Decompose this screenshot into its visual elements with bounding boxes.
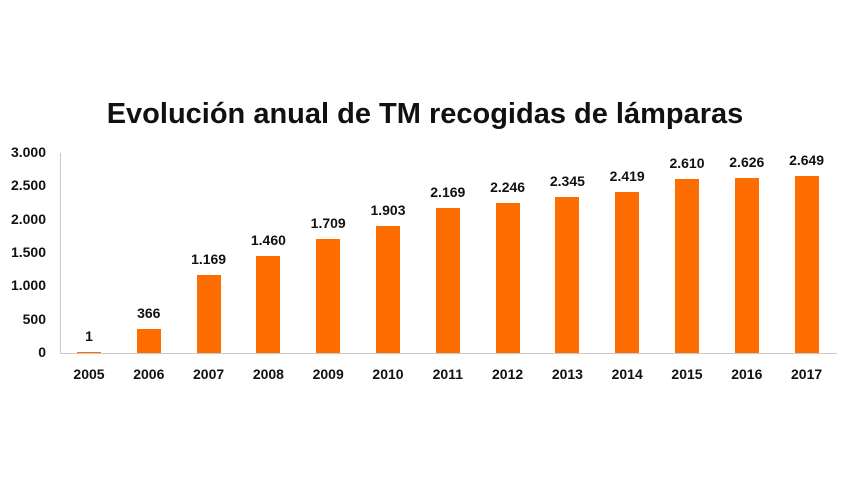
y-tick-label: 2.500 — [10, 177, 46, 194]
x-tick-label: 2008 — [252, 366, 284, 382]
y-tick-label: 1.000 — [10, 277, 46, 294]
x-tick-label: 2005 — [73, 366, 105, 382]
value-label: 366 — [137, 304, 161, 321]
value-label: 2.169 — [430, 184, 466, 201]
x-tick-label: 2011 — [432, 366, 463, 382]
value-label: 1.903 — [370, 202, 406, 219]
x-axis-line — [60, 353, 837, 354]
x-tick-label: 2015 — [671, 366, 703, 382]
y-tick-label: 2.000 — [10, 210, 46, 227]
bar-2012 — [495, 203, 520, 353]
x-tick-label: 2010 — [372, 366, 404, 382]
x-tick-label: 2017 — [791, 366, 823, 382]
value-label: 2.419 — [609, 167, 645, 184]
y-tick-label: 500 — [22, 310, 46, 327]
y-tick-label: 3.000 — [10, 144, 46, 160]
x-tick-label: 2007 — [193, 366, 225, 382]
value-label: 2.610 — [669, 155, 705, 171]
x-tick-label: 2016 — [731, 366, 763, 382]
x-tick-label: 2014 — [611, 366, 643, 382]
y-axis-line — [60, 153, 61, 353]
bar-2017 — [794, 176, 819, 353]
bar-2007 — [196, 275, 221, 353]
value-label: 2.246 — [490, 179, 526, 196]
bar-2008 — [256, 255, 281, 353]
value-label: 2.345 — [549, 172, 585, 189]
x-tick-label: 2006 — [133, 366, 165, 382]
bar-2009 — [316, 239, 341, 353]
chart-title: Evolución anual de TM recogidas de lámpa… — [106, 98, 744, 130]
value-label: 2.649 — [789, 152, 825, 169]
value-label: 1.460 — [250, 231, 286, 248]
y-tick-label: 0 — [38, 344, 46, 360]
bar-2005 — [77, 352, 101, 353]
bar-2016 — [734, 177, 759, 353]
value-label: 2.626 — [729, 153, 765, 170]
bar-2015 — [675, 179, 699, 353]
value-label: 1 — [85, 328, 93, 344]
bar-2011 — [435, 208, 460, 353]
bar-2006 — [136, 328, 161, 353]
bar-2010 — [376, 226, 400, 353]
x-tick-label: 2009 — [312, 366, 344, 382]
x-tick-label: 2013 — [551, 366, 583, 382]
bar-2014 — [615, 191, 640, 353]
bar-2013 — [555, 196, 580, 353]
x-tick-label: 2012 — [492, 366, 524, 382]
value-label: 1.709 — [310, 215, 346, 232]
y-tick-label: 1.500 — [10, 244, 46, 260]
value-label: 1.169 — [191, 251, 227, 268]
